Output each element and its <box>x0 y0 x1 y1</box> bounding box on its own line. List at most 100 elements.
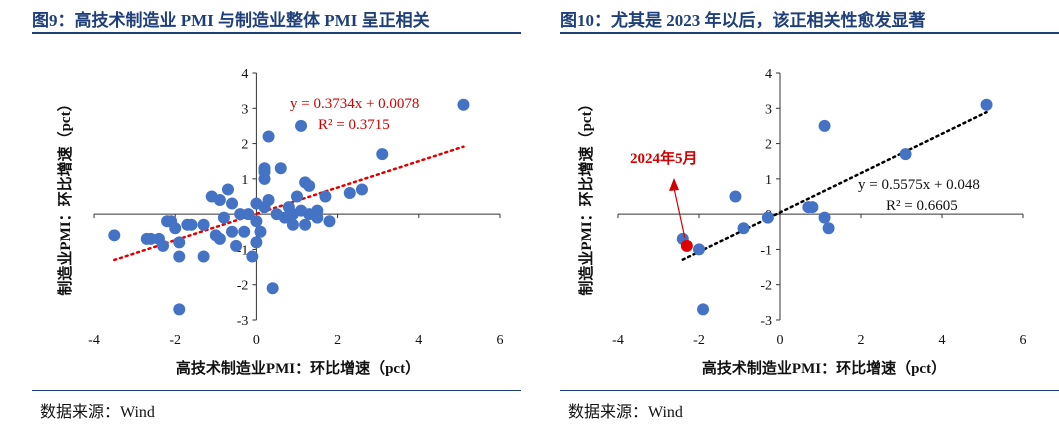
highlight-label: 2024年5月 <box>630 149 698 167</box>
arrow-head <box>669 178 679 191</box>
data-point <box>197 250 210 263</box>
y-tick-label: 1 <box>765 173 772 188</box>
figure-title: 图9：高技术制造业 PMI 与制造业整体 PMI 呈正相关 <box>32 11 430 30</box>
data-point <box>806 201 819 214</box>
data-points <box>108 98 470 316</box>
data-point <box>266 282 279 295</box>
highlight-point <box>680 239 693 252</box>
data-point <box>457 98 470 111</box>
data-point <box>697 303 710 316</box>
trend-equation: y = 0.3734x + 0.0078 <box>290 96 419 112</box>
data-point <box>254 225 267 238</box>
data-point <box>761 211 774 224</box>
highlight-group <box>669 178 693 252</box>
y-tick-label: -3 <box>237 314 249 329</box>
data-point <box>173 303 186 316</box>
data-point <box>217 211 230 224</box>
y-tick-label: 3 <box>241 102 248 117</box>
arrow-line <box>673 187 686 239</box>
x-tick-label: 6 <box>1020 333 1027 348</box>
source-note: 数据来源：Wind <box>568 404 683 421</box>
data-point <box>818 211 831 224</box>
data-point <box>169 222 182 235</box>
trendline-path <box>681 110 988 261</box>
data-point <box>376 148 389 161</box>
x-tick-label: 4 <box>939 333 946 348</box>
x-tick-label: -4 <box>88 333 100 348</box>
data-point <box>737 222 750 235</box>
y-tick-label: 4 <box>765 67 772 82</box>
y-axis-label: 制造业PMI：环比增速（pct） <box>577 96 595 295</box>
x-axis-label: 高技术制造业PMI：环比增速（pct） <box>702 359 946 377</box>
y-tick-label: -1 <box>760 243 772 258</box>
y-axis <box>252 72 257 321</box>
data-point <box>230 239 243 252</box>
data-point <box>343 186 356 199</box>
r-squared: R² = 0.3715 <box>318 117 390 133</box>
data-point <box>213 232 226 245</box>
data-point <box>822 222 835 235</box>
data-point <box>262 130 275 143</box>
y-tick-label: 2 <box>765 138 772 153</box>
y-tick-label: -2 <box>237 279 249 294</box>
x-tick-label: 2 <box>858 333 865 348</box>
y-tick-labels: -3-2-101234 <box>760 67 772 329</box>
data-point <box>226 225 239 238</box>
scatter-chart-right: -4 -2 0 2 4 6 -3 -2 -1 0 1 2 3 4 2024年5月 y = 0.5575x… <box>577 67 1027 377</box>
trendline-path <box>113 145 465 262</box>
source-note: 数据来源：Wind <box>40 404 155 421</box>
data-point <box>899 148 912 161</box>
x-tick-label: 0 <box>777 333 784 348</box>
y-tick-label: 4 <box>241 67 248 82</box>
y-tick-label: 2 <box>241 138 248 153</box>
data-point <box>157 239 170 252</box>
figure-9: 图9：高技术制造业 PMI 与制造业整体 PMI 呈正相关 -4 -2 0 2 4 6 -… <box>0 0 521 438</box>
y-tick-label: -3 <box>760 314 772 329</box>
x-tick-label: -2 <box>693 333 705 348</box>
data-point <box>173 250 186 263</box>
trendline <box>681 110 988 261</box>
data-point <box>258 165 271 178</box>
data-point <box>197 218 210 231</box>
data-point <box>242 208 255 221</box>
data-point <box>213 194 226 207</box>
data-point <box>303 179 316 192</box>
title-rule <box>560 32 1059 34</box>
data-point <box>250 236 263 249</box>
scatter-chart-left: -4 -2 0 2 4 6 -3 -2 -1 0 1 2 3 4 y = 0.3734x + 0.007… <box>56 67 504 377</box>
x-axis-label: 高技术制造业PMI：环比增速（pct） <box>176 359 420 377</box>
data-point <box>221 183 234 196</box>
data-point <box>262 194 275 207</box>
data-point <box>291 190 303 203</box>
data-point <box>693 243 705 256</box>
data-point <box>173 236 186 249</box>
data-point <box>185 218 198 231</box>
data-point <box>250 215 263 228</box>
x-tick-labels: -4 -2 0 2 4 6 <box>612 333 1026 348</box>
y-tick-labels: -3-2-101234 <box>237 67 249 329</box>
y-tick-label: -2 <box>760 279 772 294</box>
data-point <box>980 98 993 111</box>
source-rule <box>560 390 1059 391</box>
y-axis-label: 制造业PMI：环比增速（pct） <box>56 96 74 295</box>
data-point <box>355 183 368 196</box>
data-point <box>299 218 312 231</box>
x-tick-label: -4 <box>612 333 624 348</box>
source-rule <box>32 390 521 391</box>
x-tick-label: 6 <box>497 333 504 348</box>
data-point <box>246 250 259 263</box>
data-point <box>295 119 308 132</box>
data-point <box>238 225 251 238</box>
x-tick-label: 0 <box>253 333 260 348</box>
data-point <box>818 119 831 132</box>
data-point <box>274 162 287 175</box>
data-point <box>108 229 121 242</box>
figure-title: 图10：尤其是 2023 年以后，该正相关性愈发显著 <box>560 11 926 30</box>
trend-equation: y = 0.5575x + 0.048 <box>858 177 980 193</box>
data-point <box>319 190 332 203</box>
figure-10: 图10：尤其是 2023 年以后，该正相关性愈发显著 -4 -2 0 2 4 6 -3 -2… <box>528 0 1059 438</box>
y-tick-label: -1 <box>237 243 249 258</box>
y-tick-label: 1 <box>241 173 248 188</box>
r-squared: R² = 0.6605 <box>886 198 958 214</box>
y-tick-label: 3 <box>765 102 772 117</box>
